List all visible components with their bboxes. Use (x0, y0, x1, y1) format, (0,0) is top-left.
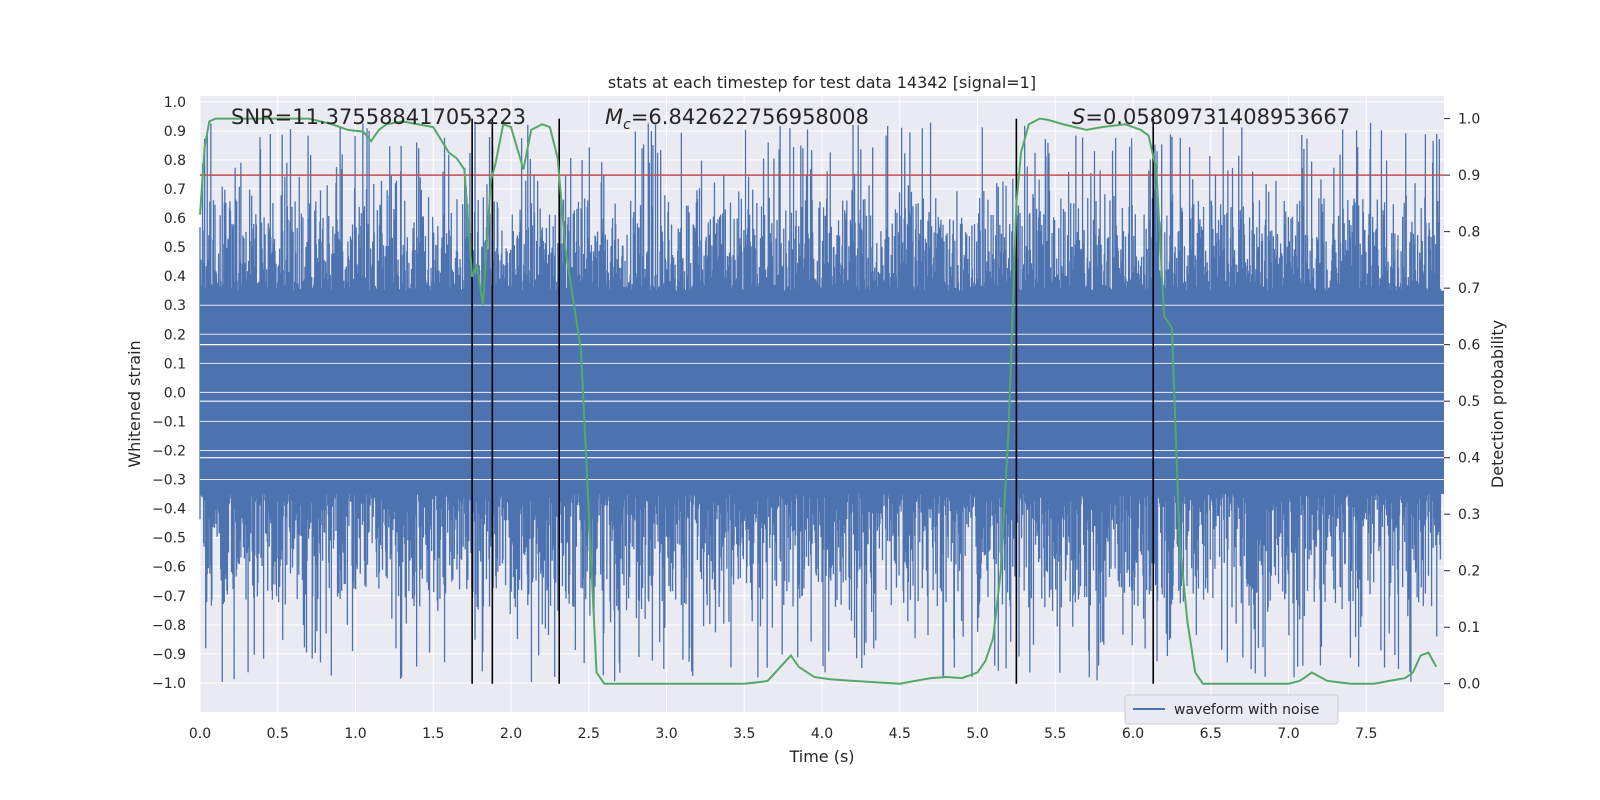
waveform-series (199, 122, 1444, 683)
y-tick-label: 0.3 (164, 298, 186, 314)
x-axis-label: Time (s) (788, 747, 854, 766)
x-tick-label: 7.5 (1355, 726, 1377, 742)
x-tick-label: 3.0 (655, 726, 677, 742)
y-tick-label: 0.6 (164, 211, 186, 227)
y2-tick-label: 0.3 (1458, 507, 1480, 523)
y2-axis-label: Detection probability (1488, 320, 1507, 488)
x-tick-label: 4.0 (811, 726, 833, 742)
x-tick-label: 2.0 (500, 726, 522, 742)
chirp-mass-annotation: Mc=6.842622756958008 (605, 105, 869, 133)
x-axis-ticks: 0.0 0.5 1.0 1.5 2.0 2.5 3.0 3.5 4.0 4.5 5.0 5.5 6.0 6… (189, 726, 1378, 742)
y-tick-label: 0.0 (164, 385, 186, 401)
x-tick-label: 0.5 (267, 726, 289, 742)
y-tick-label: −0.9 (152, 647, 186, 663)
s-annotation: S=0.05809731408953667 (1072, 105, 1350, 129)
x-tick-label: 6.5 (1200, 726, 1222, 742)
x-tick-label: 3.5 (733, 726, 755, 742)
y-tick-label: −0.1 (152, 414, 186, 430)
chirp-mass-value: =6.842622756958008 (631, 105, 869, 129)
chirp-mass-symbol: M (605, 105, 623, 129)
y2-tick-label: 1.0 (1458, 112, 1480, 128)
y2-tick-label: 0.2 (1458, 564, 1480, 580)
y-tick-label: −0.2 (152, 443, 186, 459)
y2-tick-label: 0.0 (1458, 677, 1480, 693)
y-axis-label: Whitened strain (125, 340, 144, 467)
y2-axis-ticks: 1.0 0.9 0.8 0.7 0.6 0.5 0.4 0.3 0.2 0.1 0.0 (1444, 112, 1480, 693)
y-tick-label: −0.6 (152, 560, 186, 576)
x-tick-label: 2.5 (578, 726, 600, 742)
legend: waveform with noise (1124, 694, 1339, 725)
x-tick-label: 0.0 (189, 726, 211, 742)
x-tick-label: 4.5 (889, 726, 911, 742)
y-tick-label: 0.8 (164, 153, 186, 169)
x-tick-label: 6.0 (1122, 726, 1144, 742)
x-tick-label: 1.5 (422, 726, 444, 742)
y2-tick-label: 0.4 (1458, 451, 1480, 467)
y-tick-label: 0.9 (164, 124, 186, 140)
y-tick-label: −0.4 (152, 502, 186, 518)
x-tick-label: 7.0 (1277, 726, 1299, 742)
x-tick-label: 1.0 (344, 726, 366, 742)
y-tick-label: 0.1 (164, 356, 186, 372)
snr-annotation: SNR=11.375588417053223 (231, 105, 526, 129)
y-tick-label: −1.0 (152, 676, 186, 692)
legend-label: waveform with noise (1174, 702, 1319, 718)
y-axis-ticks: 1.0 0.9 0.8 0.7 0.6 0.5 0.4 0.3 0.2 0.1 0.0 −0.1 −0.… (152, 95, 186, 692)
y2-tick-label: 0.6 (1458, 338, 1480, 354)
y2-tick-label: 0.1 (1458, 620, 1480, 636)
y2-tick-label: 0.7 (1458, 281, 1480, 297)
y-tick-label: 0.7 (164, 182, 186, 198)
x-tick-label: 5.0 (966, 726, 988, 742)
chirp-mass-subscript: c (623, 117, 631, 133)
y2-tick-label: 0.9 (1458, 168, 1480, 184)
s-symbol: S (1072, 105, 1085, 129)
chart-title: stats at each timestep for test data 143… (608, 73, 1036, 92)
y-tick-label: 0.4 (164, 269, 186, 285)
x-tick-label: 5.5 (1044, 726, 1066, 742)
y-tick-label: −0.5 (152, 531, 186, 547)
y2-tick-label: 0.8 (1458, 225, 1480, 241)
y-tick-label: −0.7 (152, 589, 186, 605)
y-tick-label: 1.0 (164, 95, 186, 111)
y-tick-label: 0.2 (164, 327, 186, 343)
y2-tick-label: 0.5 (1458, 394, 1480, 410)
probability-series-line (199, 117, 1438, 685)
legend-box (1124, 694, 1339, 725)
y-tick-label: −0.3 (152, 473, 186, 489)
y-tick-label: 0.5 (164, 240, 186, 256)
s-value: =0.05809731408953667 (1085, 105, 1350, 129)
y-tick-label: −0.8 (152, 618, 186, 634)
